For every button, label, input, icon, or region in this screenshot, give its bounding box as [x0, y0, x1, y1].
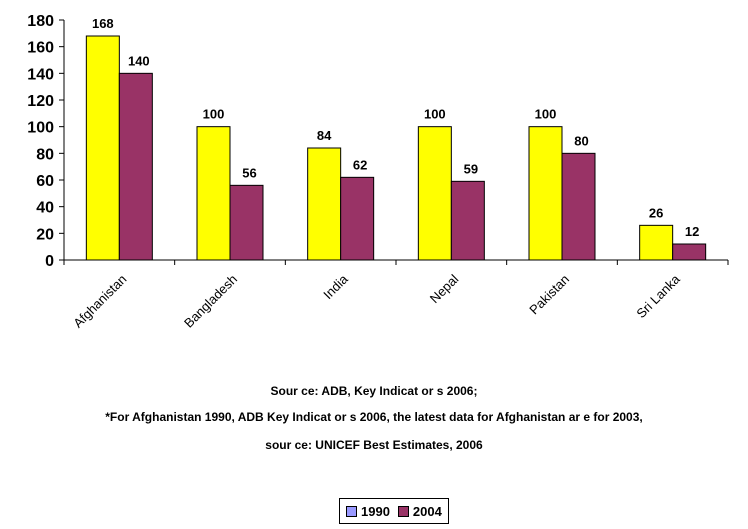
y-tick-label: 0: [45, 253, 54, 270]
bar-1990-bangladesh: [196, 126, 231, 261]
y-tick-label: 20: [36, 226, 54, 243]
data-label-1990: 100: [203, 107, 225, 122]
bar-2004-afghanistan: [118, 72, 153, 261]
bar-2004-india: [340, 176, 375, 261]
x-category-label: Sri Lanka: [633, 271, 683, 321]
legend-item-2004: 2004: [397, 503, 442, 519]
y-tick-label: 100: [27, 120, 54, 137]
y-tick-label: 40: [36, 200, 54, 217]
bar-1990-pakistan: [528, 126, 563, 261]
legend-label-2004: 2004: [412, 503, 442, 519]
legend-label-1990: 1990: [361, 503, 390, 519]
y-tick-label: 160: [27, 40, 54, 57]
data-label-1990: 84: [317, 128, 332, 143]
legend-swatch-2004: [397, 505, 409, 517]
data-label-2004: 140: [128, 53, 150, 68]
bar-1990-sri-lanka: [639, 224, 674, 261]
bar-1990-afghanistan: [85, 35, 120, 261]
data-label-2004: 12: [685, 224, 699, 239]
source-note: Sour ce: ADB, Key Indicat or s 2006;: [270, 384, 478, 398]
data-label-2004: 62: [353, 157, 367, 172]
legend-item-1990: 1990: [346, 504, 390, 519]
y-tick-label: 60: [36, 173, 54, 190]
data-label-1990: 100: [535, 107, 557, 122]
data-label-1990: 168: [92, 16, 114, 31]
legend-swatch-1990: [346, 505, 357, 517]
x-category-label: India: [320, 271, 351, 302]
y-tick-label: 140: [27, 66, 54, 83]
data-label-1990: 26: [649, 205, 663, 220]
bar-chart: 0 20 40 60 80 100 120 140 160 180 168 140 Afghanista…: [27, 13, 729, 331]
x-category-label: Bangladesh: [181, 272, 240, 331]
x-category-label: Afghanistan: [70, 272, 129, 331]
source-note-unicef: sour ce: UNICEF Best Estimates, 2006: [265, 438, 483, 452]
y-tick-label: 180: [27, 13, 54, 30]
bar-2004-bangladesh: [229, 184, 264, 261]
bar-2004-nepal: [450, 180, 485, 261]
y-tick-label: 80: [36, 146, 54, 163]
x-category-label: Nepal: [427, 271, 462, 306]
data-label-2004: 59: [464, 161, 478, 176]
bar-1990-nepal: [417, 126, 452, 261]
legend: 1990 2004: [339, 498, 449, 524]
bar-2004-pakistan: [561, 152, 596, 261]
y-tick-label: 120: [27, 93, 54, 110]
data-label-2004: 80: [574, 133, 588, 148]
x-category-label: Pakistan: [526, 272, 572, 318]
footnote: *For Afghanistan 1990, ADB Key Indicat o…: [105, 410, 643, 424]
data-label-1990: 100: [424, 107, 446, 122]
bar-2004-sri-lanka: [672, 243, 707, 261]
data-label-2004: 56: [242, 165, 256, 180]
bar-1990-india: [307, 147, 342, 261]
